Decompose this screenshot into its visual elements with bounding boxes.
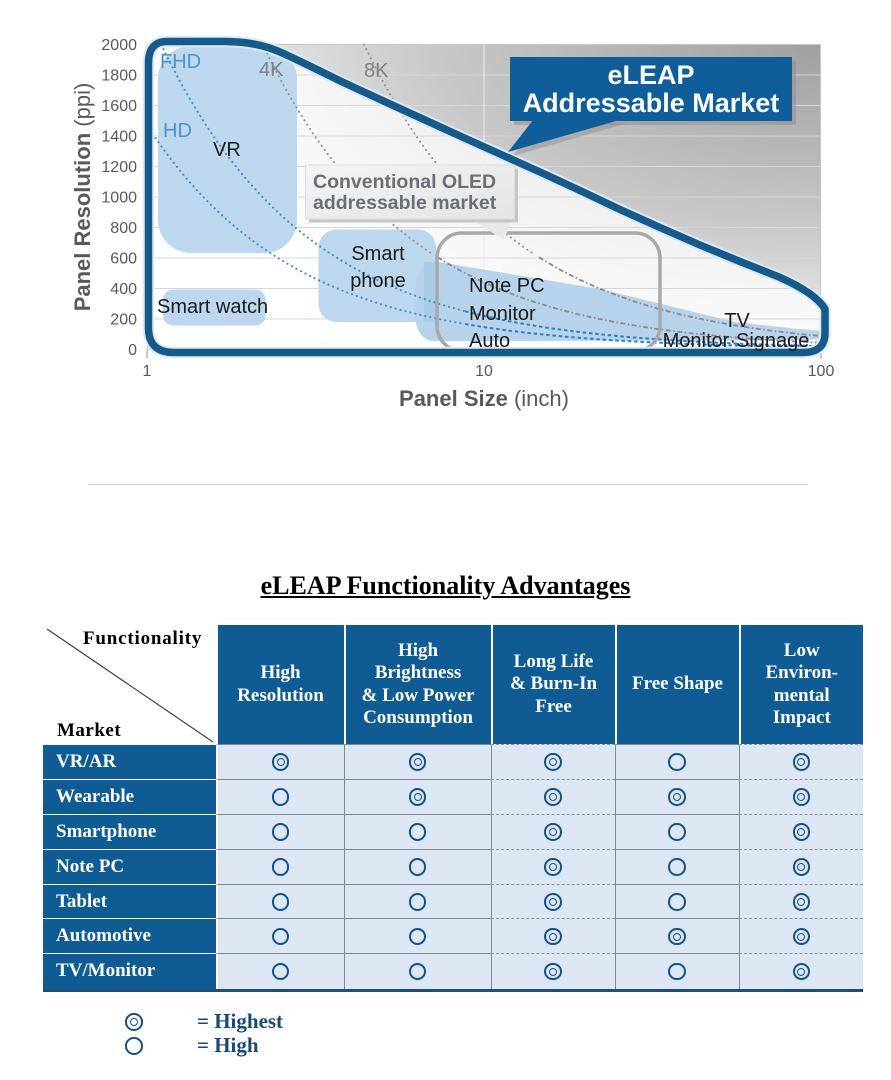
svg-text:Monitor·Signage: Monitor·Signage bbox=[663, 330, 810, 352]
svg-text:Auto: Auto bbox=[469, 330, 510, 352]
svg-text:8K: 8K bbox=[364, 60, 389, 82]
svg-text:1: 1 bbox=[143, 363, 152, 380]
svg-text:2000: 2000 bbox=[101, 37, 137, 54]
svg-text:Note PC: Note PC bbox=[469, 275, 545, 297]
svg-text:Addressable Market: Addressable Market bbox=[523, 88, 780, 118]
svg-text:400: 400 bbox=[110, 281, 137, 298]
svg-text:4K: 4K bbox=[259, 59, 284, 81]
svg-text:Smart watch: Smart watch bbox=[157, 296, 268, 318]
svg-text:1200: 1200 bbox=[101, 159, 137, 176]
svg-text:TV: TV bbox=[724, 310, 750, 332]
svg-text:800: 800 bbox=[110, 220, 137, 237]
svg-text:phone: phone bbox=[350, 270, 406, 292]
svg-text:FHD: FHD bbox=[160, 51, 201, 73]
svg-text:100: 100 bbox=[808, 363, 835, 380]
svg-text:600: 600 bbox=[110, 251, 137, 268]
svg-text:10: 10 bbox=[475, 363, 493, 380]
svg-text:VR: VR bbox=[213, 139, 241, 161]
svg-text:addressable market: addressable market bbox=[313, 192, 497, 214]
svg-text:1800: 1800 bbox=[101, 68, 137, 85]
svg-text:0: 0 bbox=[128, 342, 137, 359]
svg-text:HD: HD bbox=[163, 120, 192, 142]
svg-text:eLEAP: eLEAP bbox=[607, 60, 694, 90]
svg-text:1400: 1400 bbox=[101, 129, 137, 146]
svg-text:Monitor: Monitor bbox=[469, 303, 536, 325]
svg-text:Conventional OLED: Conventional OLED bbox=[313, 171, 496, 193]
svg-text:Panel Size (inch): Panel Size (inch) bbox=[399, 386, 569, 411]
svg-text:200: 200 bbox=[110, 312, 137, 329]
svg-text:Panel Resolution (ppi): Panel Resolution (ppi) bbox=[70, 83, 95, 312]
svg-text:Smart: Smart bbox=[351, 243, 405, 265]
svg-text:1000: 1000 bbox=[101, 190, 137, 207]
svg-text:1600: 1600 bbox=[101, 98, 137, 115]
